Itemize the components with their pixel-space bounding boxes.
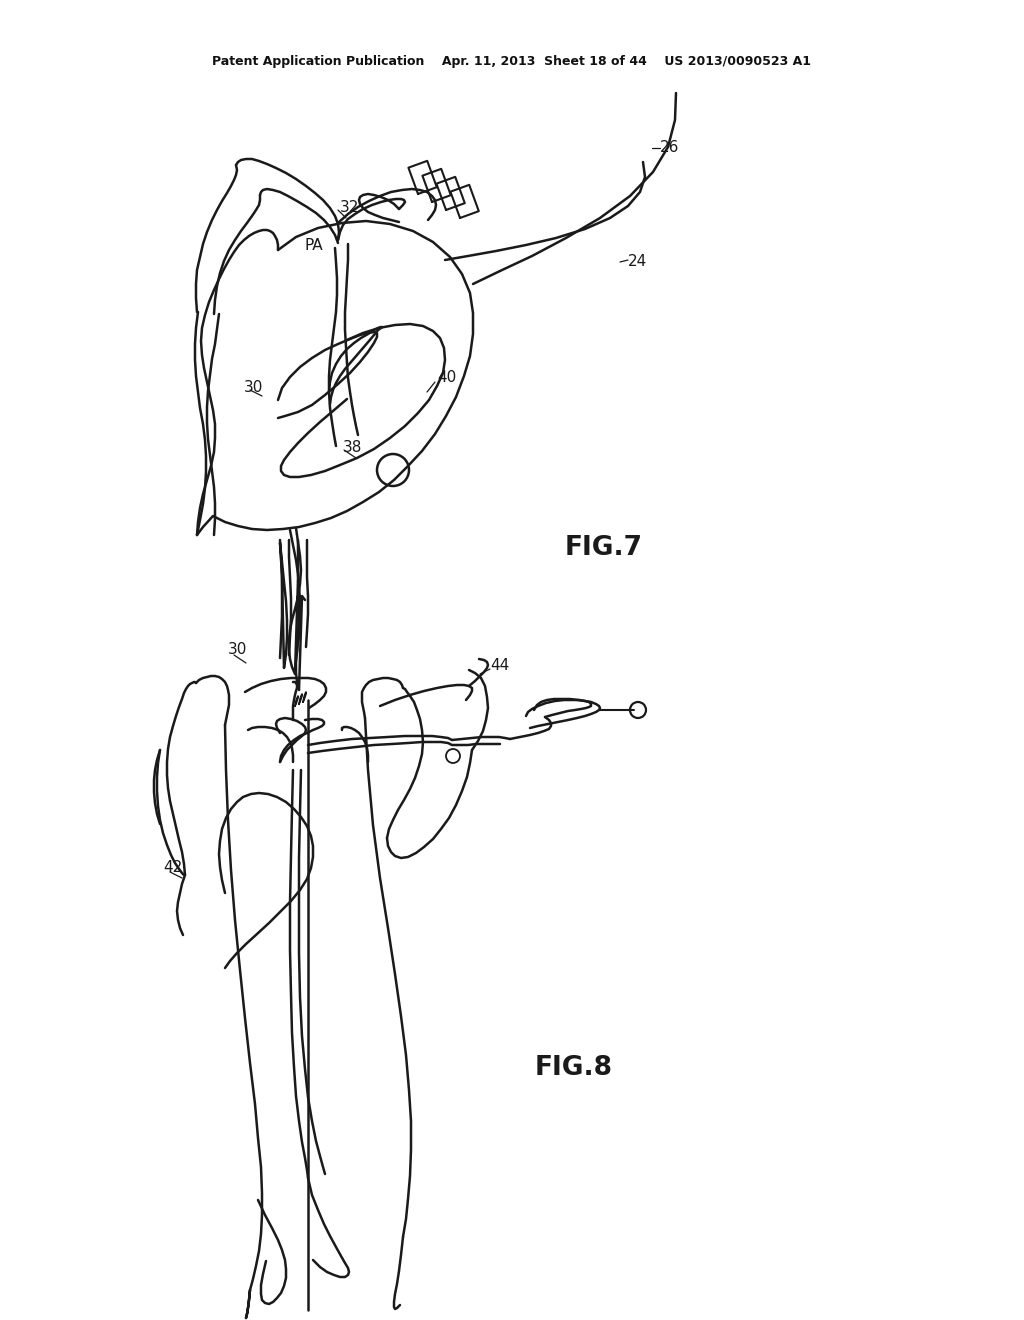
Text: FIG.7: FIG.7	[565, 535, 643, 561]
Text: 30: 30	[228, 643, 248, 657]
Text: Patent Application Publication    Apr. 11, 2013  Sheet 18 of 44    US 2013/00905: Patent Application Publication Apr. 11, …	[213, 55, 811, 69]
Text: PA: PA	[305, 239, 324, 253]
Text: 24: 24	[628, 255, 647, 269]
Text: 42: 42	[163, 861, 182, 875]
Text: 32: 32	[340, 199, 359, 214]
Text: 38: 38	[343, 441, 362, 455]
Text: 40: 40	[437, 371, 457, 385]
Text: FIG.8: FIG.8	[535, 1055, 613, 1081]
Text: 26: 26	[660, 140, 679, 156]
Text: 30: 30	[244, 380, 263, 396]
Text: 44: 44	[490, 657, 509, 672]
